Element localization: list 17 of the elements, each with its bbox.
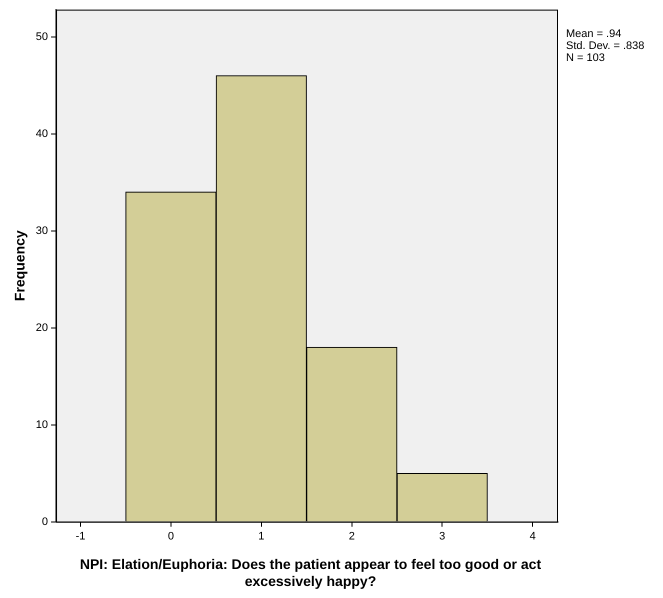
x-axis-title: NPI: Elation/Euphoria: Does the patient appear to feel too good or act excessively happy?: [78, 556, 542, 590]
y-tick-label: 10: [36, 418, 48, 431]
x-tick-label: -1: [76, 530, 86, 542]
y-tick-label: 50: [36, 30, 48, 43]
y-tick-label: 20: [36, 322, 48, 334]
text: Mean = .94: [566, 28, 622, 40]
x-tick-label: 1: [258, 530, 264, 542]
text: N = 103: [566, 52, 606, 64]
y-tick-label: 40: [36, 128, 48, 140]
x-tick-label: 3: [439, 530, 446, 542]
x-tick-label: 2: [348, 530, 355, 542]
y-tick-label: 30: [36, 224, 48, 237]
x-tick-label: 0: [168, 530, 174, 542]
x-tick-label: 4: [530, 530, 536, 542]
y-tick-label: 0: [42, 516, 48, 528]
y-axis-title: Frequency: [11, 230, 28, 302]
text: Std. Dev. = .838: [566, 40, 644, 52]
